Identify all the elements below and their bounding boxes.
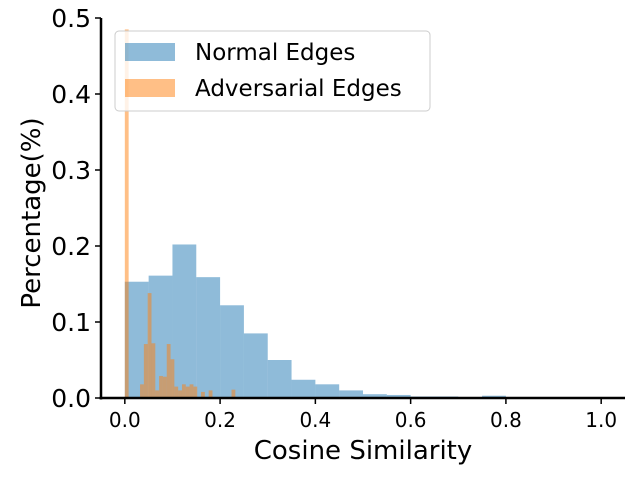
histogram-bar	[196, 277, 221, 398]
y-tick-label: 0.2	[51, 232, 91, 261]
histogram-bar	[151, 343, 156, 398]
x-tick-label: 0.8	[490, 408, 522, 432]
histogram-bar	[386, 394, 411, 398]
axes-layer: 0.0 0.2 0.4 0.6 0.8 1.0 0.0 0.1 0.2 0.3 0.4 0.5	[51, 4, 625, 432]
y-tick-label: 0.5	[51, 4, 91, 33]
legend-label: Adversarial Edges	[195, 76, 402, 102]
legend: Normal Edges Adversarial Edges	[114, 30, 431, 112]
histogram-bar	[208, 390, 213, 398]
x-tick-label: 0.6	[395, 408, 427, 432]
y-tick-label: 0.4	[51, 80, 91, 109]
histogram-bar	[363, 394, 387, 398]
bars-layer	[124, 29, 530, 399]
histogram-bar	[155, 390, 160, 398]
histogram-bar	[220, 305, 244, 398]
legend-swatch	[125, 43, 175, 61]
legend-label: Normal Edges	[195, 40, 355, 66]
y-tick-label: 0.0	[51, 384, 91, 413]
histogram-bar	[162, 376, 167, 398]
legend-swatch	[125, 79, 175, 97]
series-adversarial-edges	[124, 29, 236, 399]
histogram-bar	[339, 390, 363, 398]
histogram-bar	[193, 386, 198, 398]
histogram-bar	[267, 360, 292, 398]
histogram-bar	[124, 29, 129, 399]
histogram-bar	[231, 389, 236, 398]
x-tick-label: 0.0	[109, 408, 141, 432]
histogram-bar	[166, 344, 171, 398]
x-tick-label: 0.4	[299, 408, 331, 432]
histogram-bar	[170, 359, 175, 398]
histogram-bar	[159, 375, 163, 398]
histogram-bar	[315, 384, 340, 398]
x-tick-label: 0.2	[204, 408, 236, 432]
histogram-bar	[291, 379, 316, 398]
histogram-bar	[147, 293, 152, 398]
y-axis-title: Percentage(%)	[17, 117, 47, 308]
histogram-bar	[201, 391, 205, 398]
histogram-bar	[172, 244, 197, 398]
series-normal-edges	[124, 244, 530, 398]
histogram-bar	[124, 281, 149, 398]
histogram-bar	[178, 390, 182, 398]
histogram-bar	[181, 384, 186, 398]
y-tick-label: 0.3	[51, 156, 91, 185]
histogram-bar	[143, 344, 148, 398]
x-tick-label: 1.0	[585, 408, 617, 432]
histogram-bar	[140, 384, 144, 398]
y-tick-label: 0.1	[51, 308, 91, 337]
histogram-bar	[243, 333, 268, 398]
histogram-bar	[174, 386, 179, 398]
histogram-bar	[185, 386, 190, 398]
x-axis-title: Cosine Similarity	[254, 436, 473, 466]
legend-frame	[114, 30, 431, 112]
histogram-bar	[189, 384, 194, 398]
